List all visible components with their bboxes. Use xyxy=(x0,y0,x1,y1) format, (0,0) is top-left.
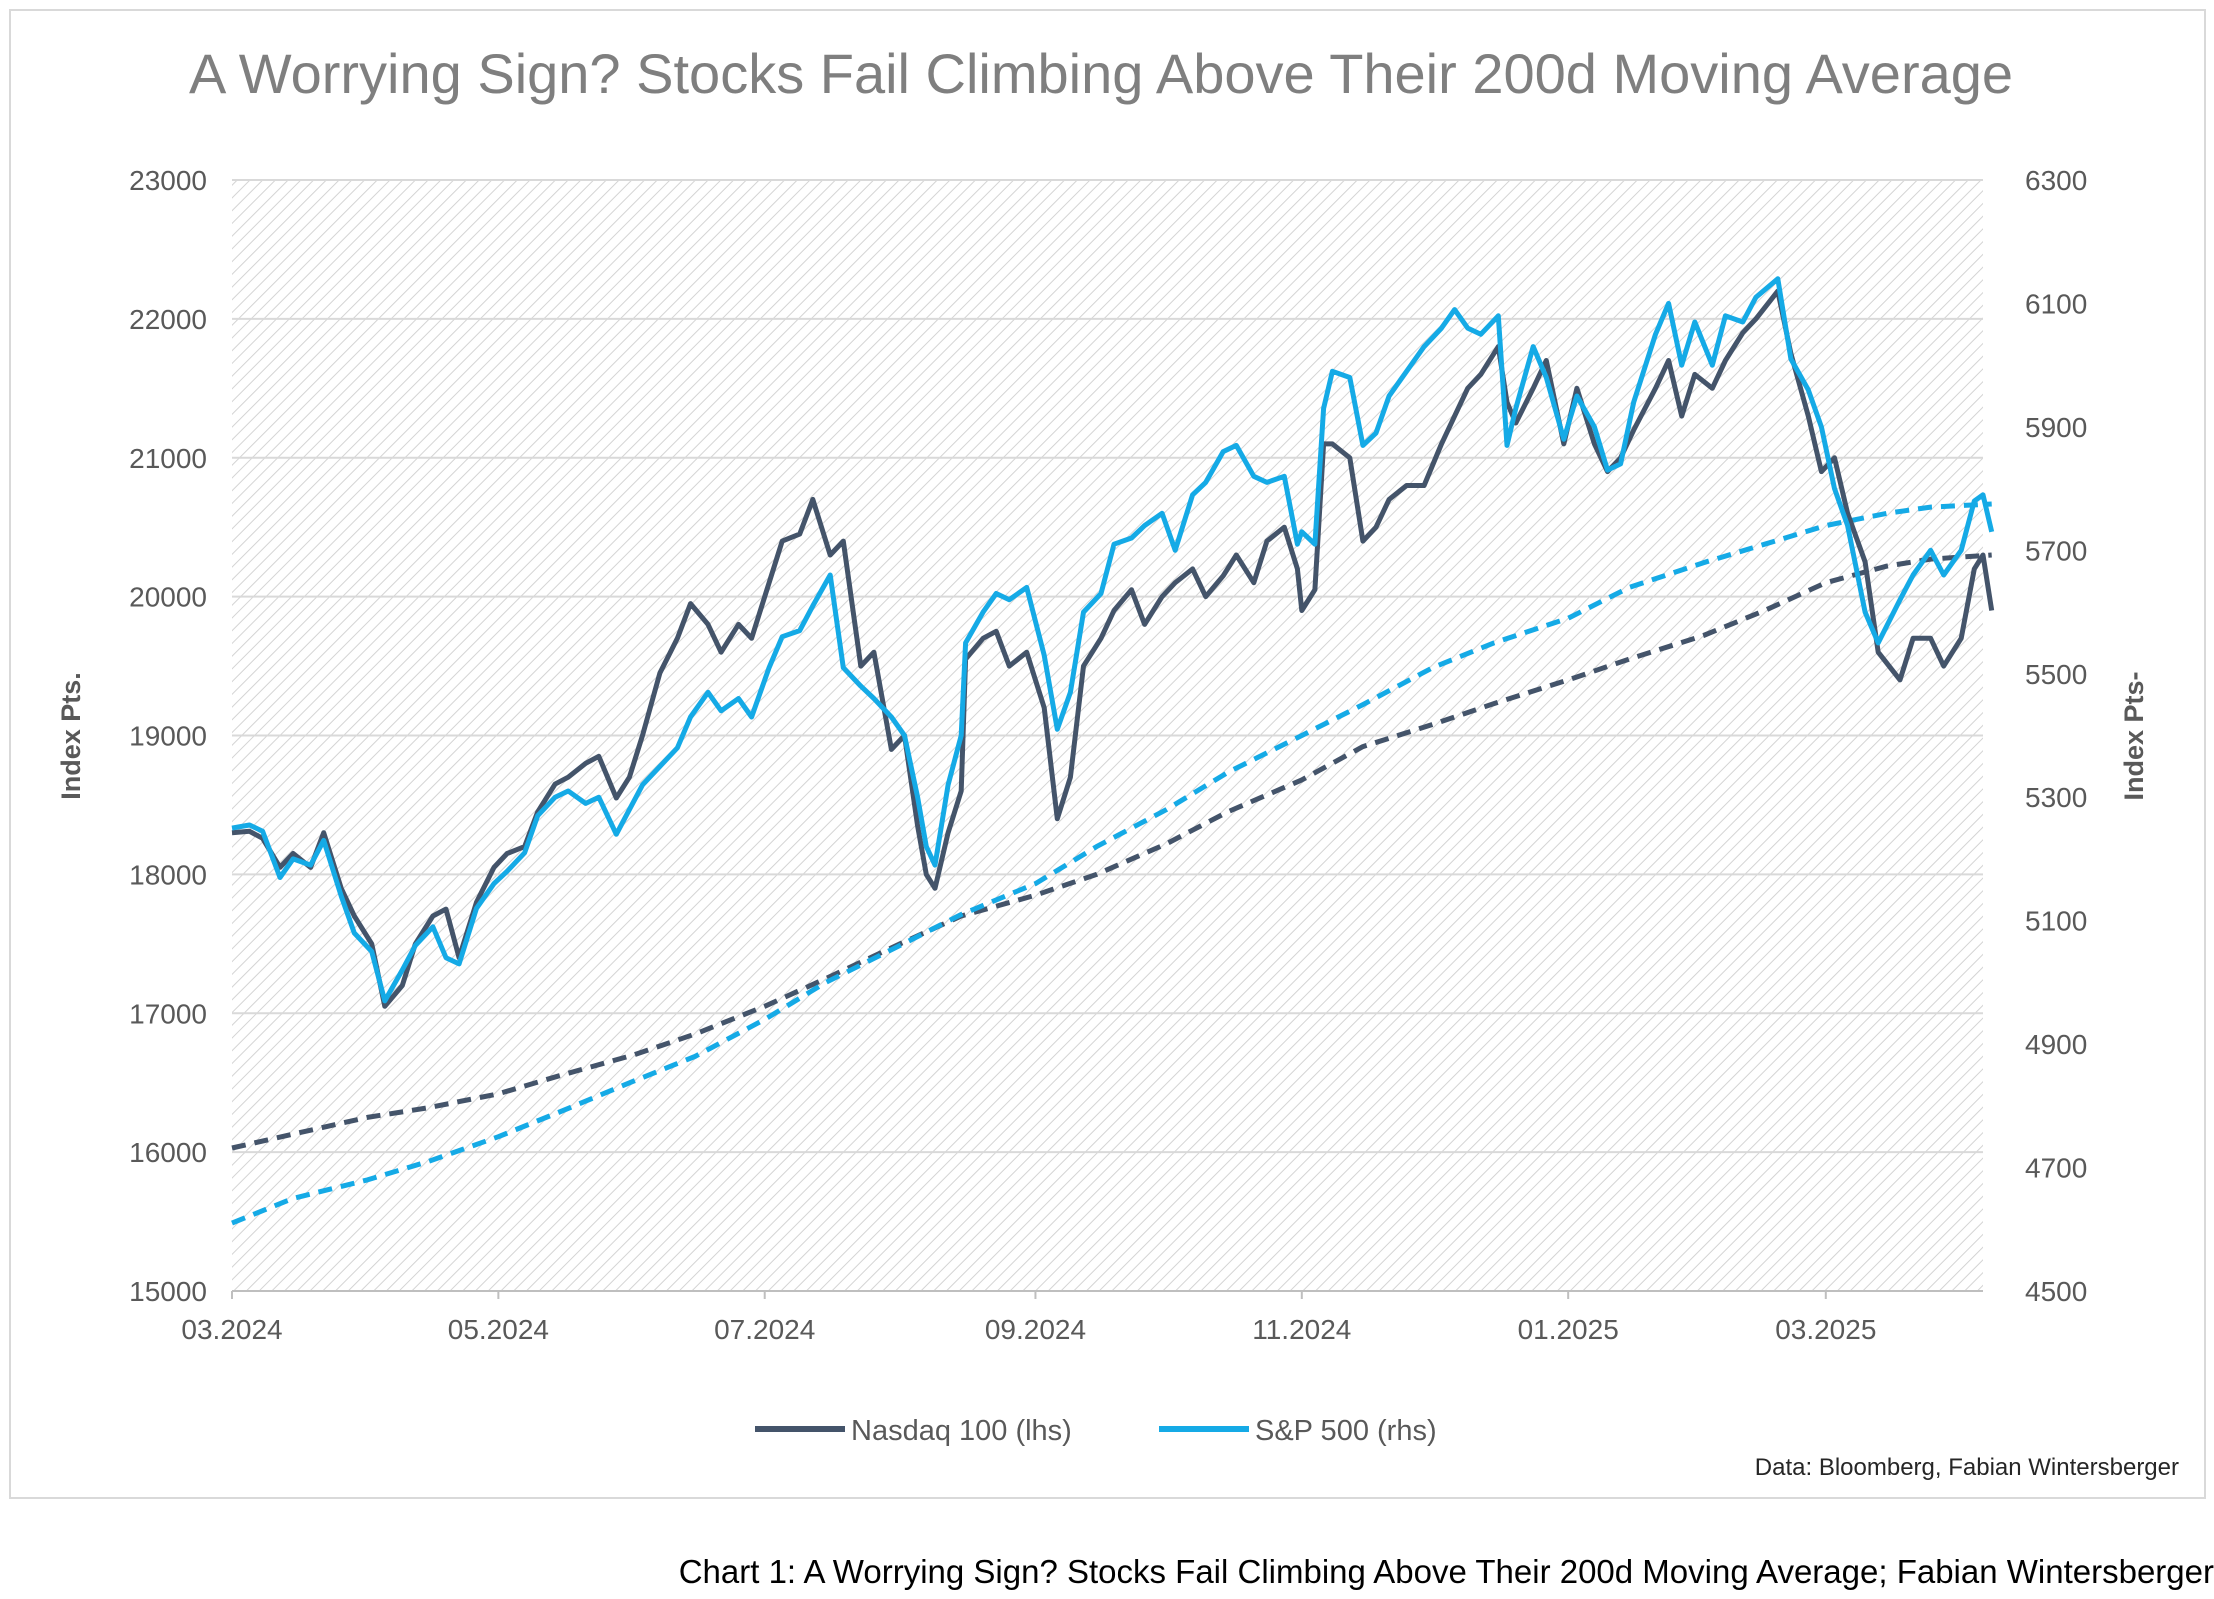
left-tick-label: 23000 xyxy=(129,165,207,196)
left-tick-label: 22000 xyxy=(129,304,207,335)
legend-label-nasdaq: Nasdaq 100 (lhs) xyxy=(851,1415,1072,1447)
legend: Nasdaq 100 (lhs) S&P 500 (rhs) xyxy=(755,1415,1437,1447)
x-tick-label: 07.2024 xyxy=(714,1314,815,1345)
left-tick-label: 21000 xyxy=(129,443,207,474)
x-tick-label: 01.2025 xyxy=(1518,1314,1619,1345)
left-tick-label: 17000 xyxy=(129,998,207,1029)
right-tick-label: 5100 xyxy=(2025,906,2087,937)
x-tick-label: 03.2024 xyxy=(181,1314,282,1345)
left-tick-label: 18000 xyxy=(129,859,207,890)
x-tick-label: 11.2024 xyxy=(1252,1314,1351,1345)
chart-svg: A Worrying Sign? Stocks Fail Climbing Ab… xyxy=(56,42,2179,1481)
nasdaq-100-line xyxy=(231,288,1995,1009)
right-tick-label: 5300 xyxy=(2025,782,2087,813)
left-tick-label: 15000 xyxy=(129,1276,207,1307)
source-note: Data: Bloomberg, Fabian Wintersberger xyxy=(1755,1454,2179,1481)
left-tick-label: 19000 xyxy=(129,721,207,752)
right-tick-label: 5500 xyxy=(2025,659,2087,690)
legend-label-spx: S&P 500 (rhs) xyxy=(1255,1415,1437,1447)
right-axis-title: Index Pts- xyxy=(2119,671,2149,800)
right-axis-ticks: 6300 6100 5900 5700 5500 5300 5100 4900 4700 4500 xyxy=(2025,165,2087,1307)
x-tick-label: 09.2024 xyxy=(985,1314,1086,1345)
left-tick-label: 16000 xyxy=(129,1137,207,1168)
nasdaq-200d-ma-line xyxy=(231,552,1992,1151)
chart-frame: A Worrying Sign? Stocks Fail Climbing Ab… xyxy=(9,9,2206,1499)
x-axis-ticks: 03.2024 05.2024 07.2024 09.2024 11.2024 01.20… xyxy=(181,1291,1876,1345)
right-tick-label: 6100 xyxy=(2025,288,2087,319)
right-tick-label: 6300 xyxy=(2025,165,2087,196)
series-layer xyxy=(231,276,1995,1226)
right-tick-label: 4700 xyxy=(2025,1153,2087,1184)
right-tick-label: 4900 xyxy=(2025,1029,2087,1060)
x-tick-label: 03.2025 xyxy=(1775,1314,1876,1345)
left-axis-title: Index Pts. xyxy=(56,672,86,800)
right-tick-label: 4500 xyxy=(2025,1276,2087,1307)
figure-caption: Chart 1: A Worrying Sign? Stocks Fail Cl… xyxy=(678,1553,2214,1590)
chart-title: A Worrying Sign? Stocks Fail Climbing Ab… xyxy=(189,42,2013,105)
x-tick-label: 05.2024 xyxy=(448,1314,549,1345)
gridlines xyxy=(232,179,1983,1154)
left-axis-ticks: 23000 22000 21000 20000 19000 18000 17000 16000… xyxy=(129,165,207,1307)
left-tick-label: 20000 xyxy=(129,582,207,613)
right-tick-label: 5700 xyxy=(2025,535,2087,566)
right-tick-label: 5900 xyxy=(2025,412,2087,443)
spx-500-line xyxy=(231,276,1995,1004)
